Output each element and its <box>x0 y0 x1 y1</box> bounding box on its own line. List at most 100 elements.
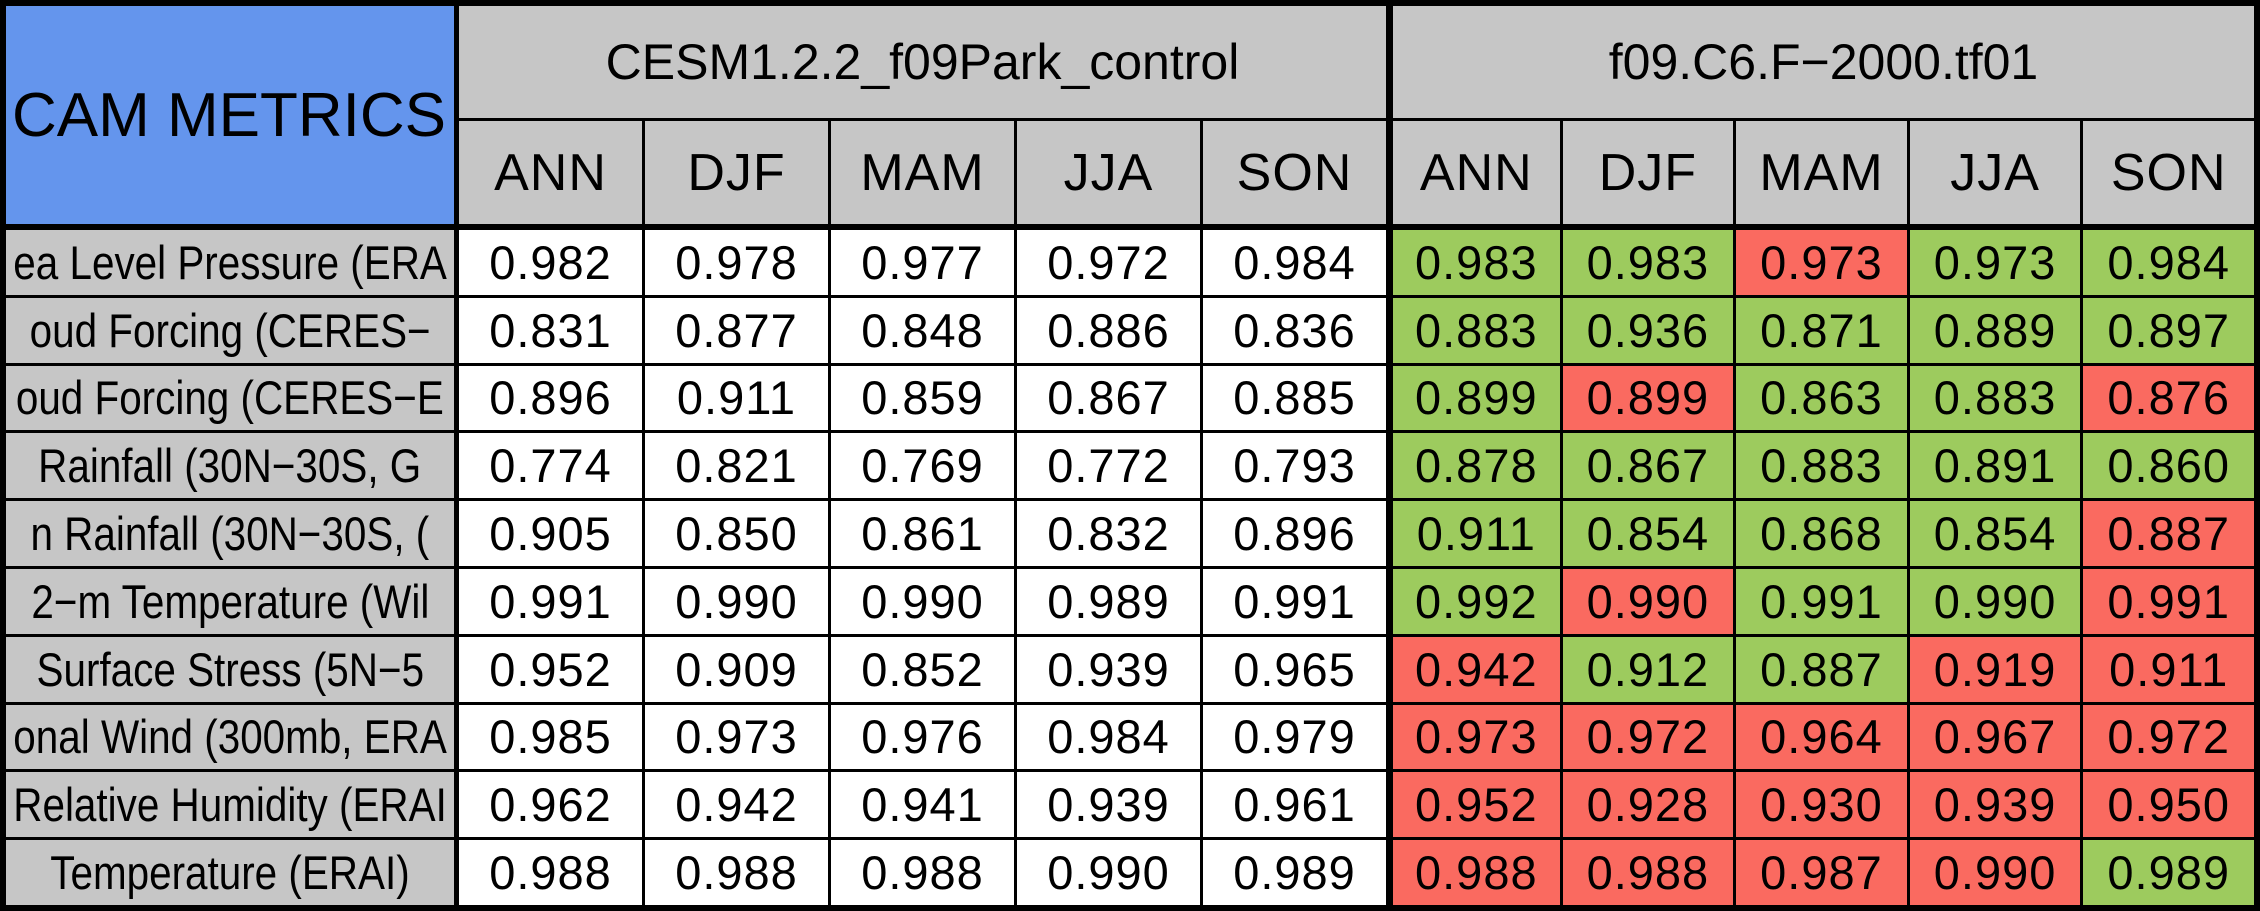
group-header-control-text: CESM1.2.2_f09Park_control <box>605 34 1240 90</box>
control-value: 0.988 <box>645 840 828 905</box>
metric-label-text: oud Forcing (CERES− <box>29 303 431 357</box>
control-value: 0.989 <box>1017 569 1200 634</box>
control-value-text: 0.942 <box>675 778 798 832</box>
season-header-test-jja: JJA <box>1909 121 2081 227</box>
test-value-text: 0.990 <box>1586 574 1710 628</box>
test-value: 0.972 <box>1562 704 1734 770</box>
test-value: 0.991 <box>2083 569 2254 634</box>
test-value: 0.989 <box>2083 840 2254 905</box>
test-value-text: 0.899 <box>1586 371 1710 425</box>
test-value: 0.984 <box>2083 230 2254 295</box>
control-value: 0.905 <box>459 501 642 566</box>
test-value-text: 0.973 <box>1933 235 2057 289</box>
test-value: 0.899 <box>1389 365 1560 431</box>
metric-label: n Rainfall (30N−30S, ( <box>6 501 456 566</box>
season-header-control-mam: MAM <box>831 121 1014 227</box>
control-value-text: 0.972 <box>1047 235 1170 289</box>
control-value-text: 0.793 <box>1233 439 1356 493</box>
control-value-text: 0.984 <box>1047 710 1170 764</box>
season-header-test-mam-text: MAM <box>1759 143 1884 202</box>
control-value: 0.793 <box>1203 433 1386 499</box>
test-value: 0.964 <box>1736 704 1907 770</box>
control-value-text: 0.952 <box>489 642 612 696</box>
control-value-text: 0.896 <box>489 371 612 425</box>
control-value: 0.861 <box>831 501 1014 566</box>
test-value: 0.889 <box>1909 297 2081 363</box>
metric-label: oud Forcing (CERES−E <box>6 365 456 431</box>
test-value: 0.891 <box>1909 433 2081 499</box>
control-value: 0.952 <box>459 636 642 702</box>
control-value: 0.848 <box>831 297 1014 363</box>
control-value-text: 0.988 <box>675 846 798 900</box>
test-value-text: 0.984 <box>2107 235 2230 289</box>
control-value: 0.972 <box>1017 230 1200 295</box>
table-title-text: CAM METRICS <box>12 80 446 150</box>
season-header-control-mam-text: MAM <box>860 143 985 202</box>
test-value-text: 0.928 <box>1586 778 1710 832</box>
test-value: 0.883 <box>1389 297 1560 363</box>
control-value-text: 0.886 <box>1047 303 1170 357</box>
control-value-text: 0.885 <box>1233 371 1356 425</box>
control-value-text: 0.961 <box>1233 778 1356 832</box>
season-header-test-djf-text: DJF <box>1598 143 1698 202</box>
season-header-test-ann-text: ANN <box>1419 143 1533 202</box>
test-value-text: 0.990 <box>1933 574 2057 628</box>
test-value: 0.911 <box>2083 636 2254 702</box>
test-value-text: 0.868 <box>1760 507 1883 561</box>
test-value: 0.990 <box>1909 840 2081 905</box>
control-value: 0.985 <box>459 704 642 770</box>
control-value-text: 0.774 <box>489 439 612 493</box>
test-value: 0.871 <box>1736 297 1907 363</box>
control-value-text: 0.985 <box>489 710 612 764</box>
control-value-text: 0.867 <box>1047 371 1170 425</box>
test-value: 0.942 <box>1389 636 1560 702</box>
test-value: 0.990 <box>1909 569 2081 634</box>
control-value: 0.982 <box>459 230 642 295</box>
control-value-text: 0.861 <box>861 507 984 561</box>
metric-label-text: Surface Stress (5N−5 <box>36 642 424 696</box>
test-value: 0.972 <box>2083 704 2254 770</box>
control-value: 0.988 <box>459 840 642 905</box>
season-header-control-ann-text: ANN <box>494 143 607 202</box>
season-header-control-ann: ANN <box>459 121 642 227</box>
control-value: 0.885 <box>1203 365 1386 431</box>
control-value-text: 0.877 <box>675 303 798 357</box>
control-value-text: 0.990 <box>675 574 798 628</box>
test-value: 0.854 <box>1909 501 2081 566</box>
control-value-text: 0.909 <box>675 642 798 696</box>
control-value: 0.979 <box>1203 704 1386 770</box>
test-value: 0.876 <box>2083 365 2254 431</box>
test-value-text: 0.950 <box>2107 778 2230 832</box>
test-value-text: 0.930 <box>1760 778 1883 832</box>
control-value-text: 0.821 <box>675 439 798 493</box>
test-value: 0.973 <box>1389 704 1560 770</box>
control-value: 0.896 <box>1203 501 1386 566</box>
test-value-text: 0.983 <box>1414 235 1538 289</box>
control-value: 0.836 <box>1203 297 1386 363</box>
control-value: 0.850 <box>645 501 828 566</box>
group-header-test: f09.C6.F−2000.tf01 <box>1389 6 2254 118</box>
control-value: 0.886 <box>1017 297 1200 363</box>
test-value: 0.863 <box>1736 365 1907 431</box>
control-value-text: 0.976 <box>861 710 984 764</box>
test-value-text: 0.899 <box>1414 371 1538 425</box>
control-value-text: 0.989 <box>1233 846 1356 900</box>
test-value: 0.950 <box>2083 772 2254 838</box>
control-value-text: 0.848 <box>861 303 984 357</box>
control-value: 0.962 <box>459 772 642 838</box>
control-value-text: 0.939 <box>1047 778 1170 832</box>
control-value-text: 0.984 <box>1233 235 1356 289</box>
test-value: 0.899 <box>1562 365 1734 431</box>
control-value-text: 0.962 <box>489 778 612 832</box>
test-value-text: 0.936 <box>1586 303 1710 357</box>
test-value-text: 0.911 <box>2109 642 2229 696</box>
control-value: 0.978 <box>645 230 828 295</box>
control-value: 0.989 <box>1203 840 1386 905</box>
control-value: 0.991 <box>459 569 642 634</box>
control-value: 0.977 <box>831 230 1014 295</box>
season-header-control-jja: JJA <box>1017 121 1200 227</box>
control-value: 0.941 <box>831 772 1014 838</box>
test-value: 0.854 <box>1562 501 1734 566</box>
test-value-text: 0.887 <box>2107 507 2230 561</box>
control-value: 0.859 <box>831 365 1014 431</box>
